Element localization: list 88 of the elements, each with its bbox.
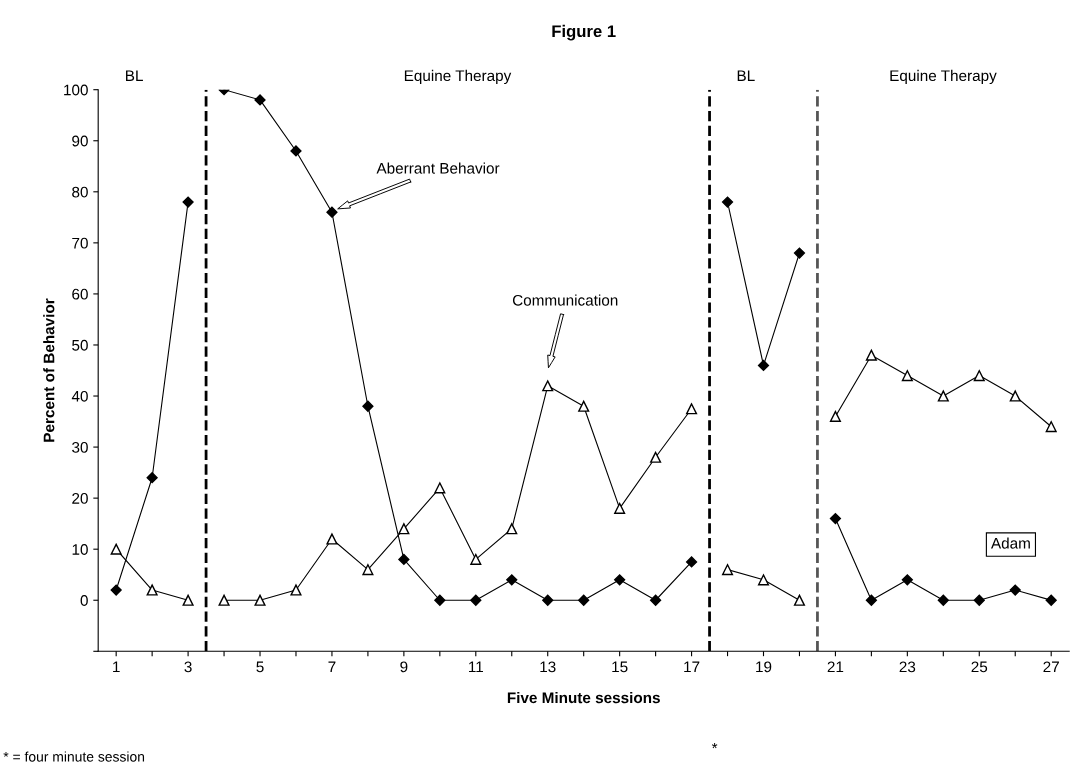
chart-title: Figure 1 [552,24,616,41]
y-tick-label: 10 [72,544,88,555]
point [901,370,913,382]
point [937,390,949,402]
y-tick-label: 30 [72,441,88,453]
point [1045,421,1057,433]
point [721,196,734,208]
point [793,594,806,606]
point [865,349,877,361]
point [290,584,302,596]
annotation: Communication [512,294,618,306]
x-tick-label: 11 [469,661,483,673]
point [793,247,806,259]
y-tick-label: 0 [80,595,88,606]
text: Equine Therapy [404,69,512,85]
point [218,594,230,606]
x-tick-label: 17 [684,661,700,673]
text: Equine Therapy [890,69,997,85]
x-tick-label: 15 [612,661,628,673]
point [650,451,662,463]
y-tick-label: 70 [72,237,88,249]
point [398,553,410,566]
point [829,410,841,423]
x-tick-label: 1 [113,661,120,673]
y-tick-label: 20 [72,493,88,504]
text: * = four minute session [3,751,145,762]
x-tick-label: 7 [328,661,336,673]
point [542,380,554,392]
point [470,553,482,565]
x-tick-label: 13 [540,661,556,673]
point [146,584,158,596]
point [721,564,734,576]
point [470,594,482,606]
point [686,403,698,415]
x-tick-label: 27 [1043,661,1059,673]
point [578,400,590,412]
x-axis-title: Five Minute sessions [507,691,660,704]
point [182,594,194,606]
point [326,533,338,545]
point [398,523,410,535]
y-tick-label: 100 [64,84,88,96]
x-tick-label: 21 [827,661,844,673]
point [973,594,985,606]
point [326,206,338,218]
point [362,400,374,412]
point [110,543,122,555]
point [110,584,122,596]
point [578,594,590,606]
x-tick-label: 3 [184,661,192,673]
y-tick-label: 60 [72,288,88,300]
point [506,523,518,535]
point [614,502,626,514]
text: BL [737,70,755,81]
point [973,370,985,382]
x-tick-label: 25 [971,661,988,673]
point [542,594,554,606]
point [614,574,626,586]
point [254,594,266,606]
point [506,574,518,586]
x-tick-label: 5 [256,661,264,673]
point [650,594,662,606]
y-tick-label: 40 [71,390,88,402]
text: * [711,742,718,749]
x-tick-label: 23 [899,661,916,673]
point [829,512,842,525]
point [901,574,913,586]
point [1009,390,1021,402]
point [757,359,770,371]
y-tick-label: 90 [72,135,88,147]
x-tick-label: 9 [400,661,408,673]
x-tick-label: 19 [756,661,772,673]
point [1009,584,1021,596]
point [757,574,770,586]
text: BL [126,70,143,81]
point [937,594,949,606]
point [434,482,446,494]
point [865,594,877,606]
point [362,564,374,576]
point [1045,594,1057,606]
point [434,594,446,606]
annotation: Aberrant Behavior [376,162,500,174]
y-axis-title: Percent of Behavior [43,298,55,442]
y-tick-label: 50 [72,339,88,351]
y-tick-label: 80 [72,186,88,198]
point [254,94,266,106]
annotation: Adam [991,537,1030,549]
point [146,472,158,484]
point [685,556,698,568]
